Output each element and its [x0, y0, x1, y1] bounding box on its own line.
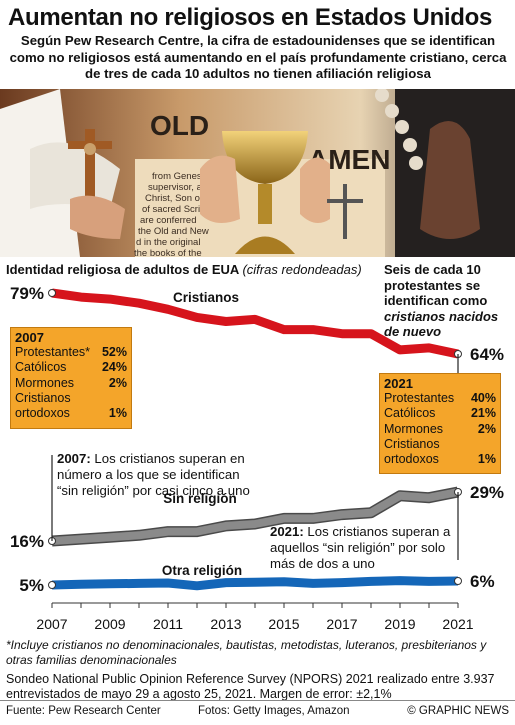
series-sin-religion-line	[51, 488, 459, 545]
box-2007-row: Protestantes* 52%	[15, 345, 127, 360]
x-tick-label: 2013	[210, 616, 241, 632]
x-tick-label: 2015	[268, 616, 299, 632]
svg-text:the books of the: the books of the	[134, 248, 202, 257]
svg-text:Christ, Son of: Christ, Son of	[145, 193, 203, 204]
box-2021-label: Mormones	[384, 421, 444, 436]
box-2007-label: Protestantes*	[15, 345, 91, 360]
chart-heading-sub: (cifras redondeadas)	[242, 262, 362, 277]
chart-heading-title: Identidad religiosa de adultos de EUA	[6, 262, 239, 277]
box-2007-label: Mormones	[15, 375, 75, 390]
annotation-2007-year: 2007:	[57, 451, 91, 466]
page-title: Aumentan no religiosos en Estados Unidos	[8, 4, 493, 31]
box-2007: 2007 Protestantes* 52% Católicos 24% Mormo…	[10, 327, 132, 429]
box-2007-value: 2%	[108, 375, 127, 390]
box-2007-row: Cristianos ortodoxos 1%	[15, 391, 127, 421]
series-cristianos-line	[51, 288, 459, 359]
sign-old-text: OLD	[150, 110, 209, 141]
box-2007-year: 2007	[15, 330, 44, 345]
box-2021-row: Cristianos ortodoxos 1%	[384, 437, 496, 467]
svg-text:from Genesis to: from Genesis to	[152, 171, 219, 182]
box-2021: 2021 Protestantes 40% Católicos 21% Mormon…	[379, 373, 501, 474]
series-start-label: 79%	[10, 284, 44, 303]
box-2007-value: 24%	[101, 360, 127, 375]
annotation-2021-year: 2021:	[270, 524, 304, 539]
footer: Fuente: Pew Research Center Fotos: Getty…	[0, 700, 515, 725]
footer-credit: © GRAPHIC NEWS	[407, 705, 509, 717]
box-2021-value: 1%	[477, 452, 496, 467]
box-2021-value: 21%	[470, 406, 496, 421]
data-point	[454, 577, 462, 585]
x-tick-label: 2021	[442, 616, 473, 632]
annotation-2021: 2021: Los cristianos superan a aquellos …	[270, 524, 465, 572]
born-again-callout-text: Seis de cada 10 protestantes se identifi…	[384, 262, 488, 308]
box-2021-label: Cristianos ortodoxos	[384, 436, 440, 467]
header-photo: OLD AMEN from Genesis to supervisor, and …	[0, 89, 515, 257]
born-again-callout-emphasis: cristianos nacidos de nuevo	[384, 308, 499, 340]
series-name-label: Sin religión	[163, 491, 237, 506]
box-2007-value: 52%	[101, 345, 127, 360]
box-2021-value: 40%	[470, 391, 496, 406]
annotation-2007: 2007: Los cristianos superan en número a…	[57, 451, 262, 499]
series-start-label: 5%	[19, 576, 44, 595]
series-name-label: Cristianos	[173, 290, 239, 305]
box-2007-label: Cristianos ortodoxos	[15, 390, 71, 421]
svg-text:the Old and New: the Old and New	[138, 226, 209, 237]
box-2021-row: Católicos 21%	[384, 406, 496, 421]
box-2007-label: Católicos	[15, 360, 67, 375]
x-tick-label: 2009	[94, 616, 125, 632]
data-point	[48, 289, 56, 297]
data-point	[48, 581, 56, 589]
annotation-2021-text: Los cristianos superan a aquellos “sin r…	[270, 524, 451, 571]
series-end-label: 6%	[470, 572, 495, 591]
series-otra-religion-line	[51, 576, 459, 591]
svg-text:d in the original: d in the original	[136, 237, 200, 248]
box-2007-row: Mormones 2%	[15, 376, 127, 391]
series-end-label: 64%	[470, 345, 504, 364]
box-2021-label: Protestantes	[384, 391, 455, 406]
born-again-callout: Seis de cada 10 protestantes se identifi…	[384, 262, 512, 340]
box-2007-row: Católicos 24%	[15, 360, 127, 375]
box-2007-value: 1%	[108, 406, 127, 421]
box-2021-year: 2021	[384, 376, 413, 391]
footer-photos: Fotos: Getty Images, Amazon	[198, 705, 350, 717]
series-start-label: 16%	[10, 532, 44, 551]
annotation-2007-text: Los cristianos superan en número a los q…	[57, 451, 250, 498]
x-tick-label: 2007	[36, 616, 67, 632]
x-tick-label: 2017	[326, 616, 357, 632]
box-2021-row: Mormones 2%	[384, 422, 496, 437]
box-2021-value: 2%	[477, 421, 496, 436]
survey-note: Sondeo National Public Opinion Reference…	[6, 672, 495, 701]
religious-identity-chart: 79% 64% Cristianos 16% 29% Sin religión 5% 6% Ot…	[10, 284, 504, 632]
chart-heading: Identidad religiosa de adultos de EUA (c…	[6, 262, 362, 277]
series-name-label: Otra religión	[162, 563, 242, 578]
svg-text:of sacred Scripture: of sacred Scripture	[142, 204, 222, 215]
x-tick-label: 2019	[384, 616, 415, 632]
x-tick-label: 2011	[153, 616, 183, 632]
svg-text:supervisor, and: supervisor, and	[148, 182, 212, 193]
footnote: *Incluye cristianos no denominacionales,…	[6, 638, 487, 667]
footer-source: Fuente: Pew Research Center	[6, 705, 161, 717]
box-2021-label: Católicos	[384, 406, 436, 421]
series-end-label: 29%	[470, 483, 504, 502]
box-2021-row: Protestantes 40%	[384, 391, 496, 406]
svg-text:are conferred: are conferred	[140, 215, 197, 226]
page-subtitle: Según Pew Research Centre, la cifra de e…	[9, 33, 507, 81]
